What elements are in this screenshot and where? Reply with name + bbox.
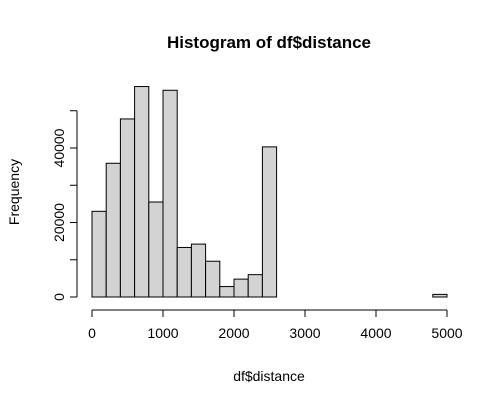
x-tick-label-0: 0: [88, 325, 96, 341]
histogram-bar-12: [261, 146, 278, 298]
histogram-bar-1: [105, 162, 121, 298]
histogram-bar-3: [134, 86, 150, 298]
histogram-bar-9: [219, 286, 235, 298]
x-axis-label: df$distance: [233, 368, 305, 384]
y-axis-label: Frequency: [6, 159, 22, 225]
histogram-bar-24: [432, 293, 448, 298]
histogram-bar-5: [162, 89, 178, 298]
histogram-bar-0: [91, 210, 107, 298]
y-tick-label-0: 0: [51, 293, 67, 301]
histogram-bar-7: [190, 243, 207, 298]
histogram-bars: [91, 86, 448, 298]
x-tick-label-2: 2000: [218, 325, 249, 341]
y-tick-label-1: 20000: [51, 203, 67, 242]
x-tick-label-4: 4000: [360, 325, 391, 341]
x-tick-label-3: 3000: [289, 325, 320, 341]
histogram-bar-6: [176, 246, 192, 298]
histogram-bar-4: [148, 201, 164, 298]
histogram-bar-10: [233, 278, 249, 298]
y-axis: 0 20000 40000: [51, 110, 78, 301]
histogram-bar-11: [247, 274, 263, 298]
y-tick-label-2: 40000: [51, 128, 67, 167]
histogram-bar-2: [119, 118, 136, 298]
chart-title: Histogram of df$distance: [167, 33, 371, 52]
x-tick-label-1: 1000: [147, 325, 178, 341]
x-axis: 0 1000 2000 3000 4000 5000: [88, 309, 463, 341]
histogram-bar-8: [205, 260, 221, 298]
x-tick-label-5: 5000: [431, 325, 462, 341]
